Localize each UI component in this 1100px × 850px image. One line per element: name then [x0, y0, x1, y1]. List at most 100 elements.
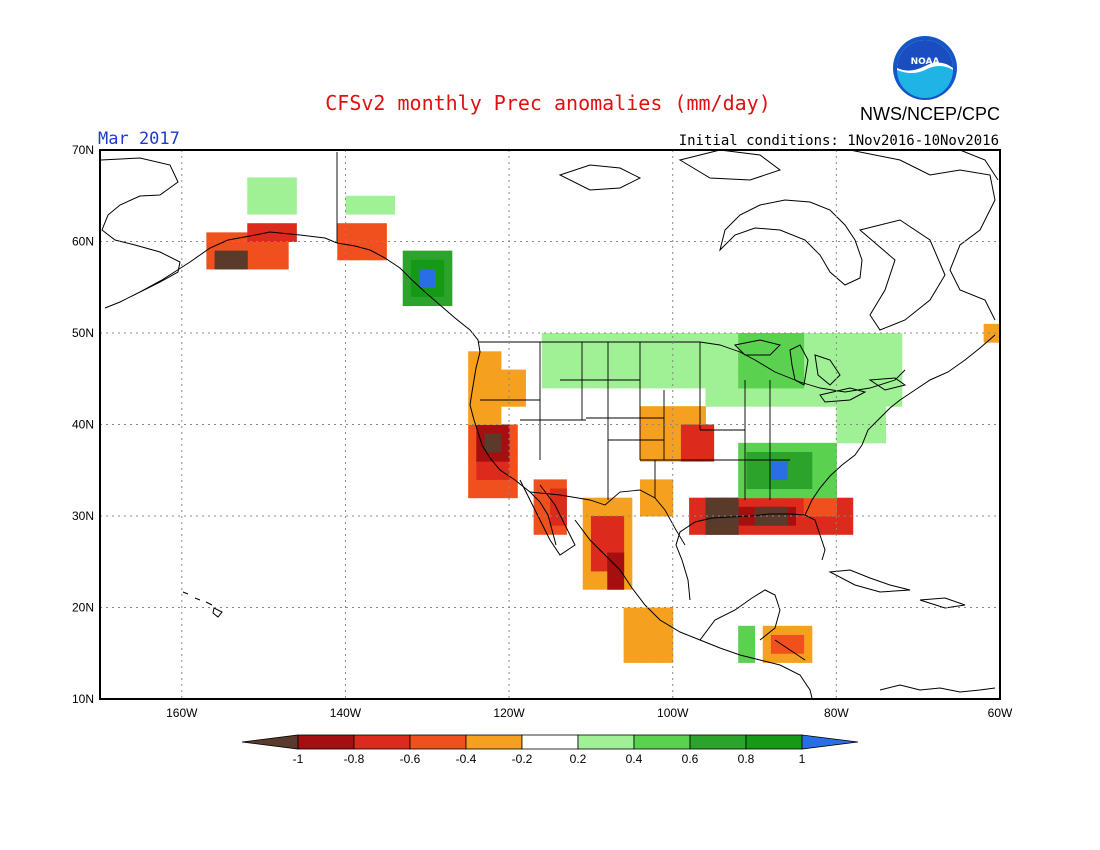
anomaly-cell: [640, 625, 657, 645]
lat-tick-label: 50N: [72, 326, 94, 340]
anomaly-cell: [705, 387, 723, 407]
anomaly-cell: [484, 433, 502, 453]
anomaly-cell: [247, 177, 265, 197]
anomaly-cell: [361, 195, 379, 215]
anomaly-cell: [689, 516, 706, 535]
anomaly-cell: [484, 351, 502, 371]
anomaly-cell: [820, 516, 837, 535]
anomaly-cell: [378, 195, 396, 215]
anomaly-layer: [206, 177, 1001, 663]
anomaly-cell: [721, 497, 739, 517]
legend-tick-label: 1: [799, 752, 806, 766]
political-borders: [336, 152, 906, 546]
anomaly-cell: [705, 369, 723, 389]
anomaly-cell: [500, 479, 518, 499]
anomaly-cell: [640, 442, 657, 462]
anomaly-cell: [680, 442, 698, 462]
anomaly-cell: [746, 470, 764, 490]
anomaly-cell: [558, 351, 576, 371]
anomaly-cell: [820, 442, 837, 462]
anomaly-cell: [484, 479, 502, 499]
anomaly-cell: [770, 461, 788, 480]
anomaly-cell: [754, 369, 772, 389]
anomaly-cell: [656, 369, 674, 389]
anomaly-cell: [820, 351, 837, 371]
anomaly-cell: [885, 369, 903, 389]
anomaly-cell: [983, 323, 1001, 343]
anomaly-cell: [640, 424, 657, 444]
anomaly-cell: [770, 634, 788, 654]
anomaly-cell: [247, 223, 265, 242]
lon-tick-label: 60W: [988, 706, 1013, 720]
anomaly-cell: [640, 406, 657, 425]
anomaly-cell: [836, 516, 854, 535]
lon-tick-label: 140W: [330, 706, 362, 720]
anomaly-cell: [640, 644, 657, 663]
anomaly-cell: [787, 351, 805, 371]
anomaly-cell: [820, 369, 837, 389]
anomaly-cell: [582, 497, 600, 517]
anomaly-cell: [623, 625, 641, 645]
anomaly-cell: [869, 424, 886, 444]
month-label: Mar 2017: [98, 129, 180, 149]
lon-tick-label: 100W: [657, 706, 689, 720]
anomaly-cell: [885, 351, 903, 371]
anomaly-cell: [353, 223, 371, 242]
anomaly-cell: [836, 497, 854, 517]
legend-tick-label: -0.6: [400, 752, 421, 766]
anomaly-cell: [697, 442, 715, 462]
anomaly-cell: [574, 351, 592, 371]
anomaly-cell: [803, 369, 821, 389]
initial-conditions: Initial conditions: 1Nov2016-10Nov2016: [679, 133, 999, 149]
anomaly-cell: [533, 516, 551, 535]
lat-tick-label: 20N: [72, 601, 94, 615]
noaa-logo: NOAA: [893, 36, 957, 100]
anomaly-cell: [590, 552, 608, 572]
anomaly-cell: [280, 177, 297, 197]
anomaly-cell: [738, 625, 756, 645]
anomaly-cell: [484, 406, 502, 425]
anomaly-cell: [836, 424, 854, 444]
anomaly-cell: [852, 369, 870, 389]
anomaly-cell: [820, 461, 837, 480]
legend-swatch: [633, 734, 691, 750]
anomaly-cell: [599, 497, 616, 517]
lon-tick-label: 80W: [824, 706, 849, 720]
anomaly-cell: [836, 333, 854, 352]
anomaly-cell: [656, 607, 674, 627]
anomaly-cell: [574, 369, 592, 389]
anomaly-cell: [738, 644, 756, 663]
anomaly-cell: [230, 250, 248, 270]
anomaly-cell: [869, 387, 886, 407]
lon-tick-label: 160W: [166, 706, 198, 720]
anomaly-cell: [337, 241, 355, 261]
legend-arrow-left: [241, 734, 299, 750]
anomaly-cell: [607, 369, 625, 389]
anomaly-cell: [656, 497, 674, 517]
anomaly-cell: [468, 479, 486, 499]
anomaly-cell: [533, 497, 551, 517]
anomaly-cell: [746, 451, 764, 471]
legend-tick-label: 0.4: [626, 752, 643, 766]
anomaly-cell: [836, 351, 854, 371]
anomaly-cell: [803, 516, 821, 535]
anomaly-cell: [623, 351, 641, 371]
anomaly-cell: [337, 223, 355, 242]
anomaly-cell: [541, 351, 559, 371]
anomaly-cell: [754, 387, 772, 407]
lat-tick-label: 60N: [72, 235, 94, 249]
lat-tick-label: 40N: [72, 418, 94, 432]
anomaly-cell: [770, 369, 788, 389]
anomaly-cell: [803, 497, 821, 517]
anomaly-cell: [754, 333, 772, 352]
legend-arrow-right: [801, 734, 859, 750]
lat-tick-label: 70N: [72, 143, 94, 157]
anomaly-cell: [509, 369, 526, 389]
anomaly-cell: [476, 461, 494, 480]
anomaly-cell: [836, 387, 854, 407]
legend-tick-label: -0.4: [456, 752, 477, 766]
legend-swatch: [689, 734, 747, 750]
anomaly-cell: [590, 369, 608, 389]
anomaly-cell: [820, 479, 837, 499]
